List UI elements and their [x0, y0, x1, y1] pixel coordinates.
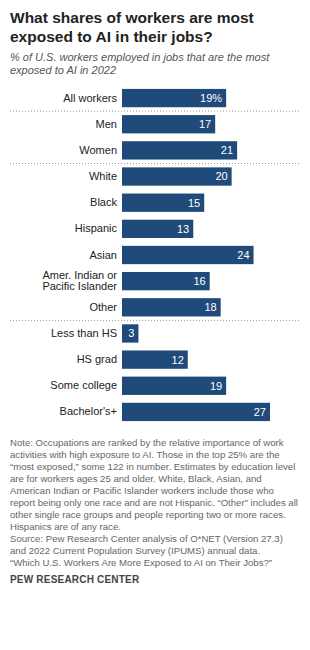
group-separator	[10, 111, 300, 112]
y-axis-line	[122, 86, 123, 426]
y-tick-label: Other	[89, 301, 117, 313]
y-tick: HS grad	[77, 353, 122, 365]
bar	[122, 350, 188, 368]
bar	[122, 89, 226, 107]
y-tick: Other	[89, 301, 122, 313]
bar	[122, 141, 237, 159]
y-tick: Black	[90, 196, 122, 208]
y-tick-label: Hispanic	[75, 222, 118, 234]
y-tick: White	[89, 170, 122, 182]
data-label: 27	[254, 406, 266, 418]
data-label: 17	[199, 118, 211, 130]
data-label: 16	[193, 275, 205, 287]
y-tick-label: HS grad	[77, 353, 117, 365]
note: Note: Occupations are ranked by the rela…	[0, 431, 310, 533]
y-tick-label: Bachelor's+	[60, 405, 117, 417]
y-tick-label: Men	[96, 118, 117, 130]
data-label: 13	[177, 223, 189, 235]
data-label: 15	[188, 197, 200, 209]
title: What shares of workers are most exposed …	[0, 0, 310, 46]
data-label: 21	[221, 144, 233, 156]
data-label: 20	[215, 170, 227, 182]
bar	[122, 324, 138, 342]
bar	[122, 220, 193, 238]
bar	[122, 194, 204, 212]
bar	[122, 272, 210, 290]
y-tick-label: Some college	[50, 379, 117, 391]
data-labels: 19% 17 21 20 15 13 24 16 18 3 12 19 27	[128, 92, 266, 418]
subtitle: % of U.S. workers employed in jobs that …	[0, 46, 310, 81]
y-tick-label: All workers	[63, 92, 117, 104]
source: Source: Pew Research Center analysis of …	[0, 533, 310, 557]
y-tick-label: Amer. Indian orPacific Islander	[42, 269, 117, 293]
y-tick: Women	[79, 144, 122, 156]
y-tick: All workers	[63, 92, 122, 104]
y-tick: Amer. Indian orPacific Islander	[42, 269, 122, 293]
y-tick: Bachelor's+	[60, 405, 122, 417]
group-separator	[10, 320, 300, 321]
bar	[122, 167, 232, 185]
y-tick-label: Black	[90, 196, 117, 208]
separators	[10, 111, 300, 320]
y-axis: All workers Men Women White Black Hispanic Asi…	[42, 86, 122, 426]
bar	[122, 115, 215, 133]
bar	[122, 246, 254, 264]
data-label: 12	[172, 354, 184, 366]
data-label: 18	[204, 301, 216, 313]
y-tick: Some college	[50, 379, 122, 391]
y-tick-label: White	[89, 170, 117, 182]
group-separator	[10, 163, 300, 164]
data-label: 3	[128, 327, 134, 339]
bar	[122, 298, 221, 316]
bar	[122, 403, 270, 421]
data-label: 19	[210, 380, 222, 392]
y-tick: Men	[96, 118, 122, 130]
credit: PEW RESEARCH CENTER	[0, 569, 310, 585]
y-tick: Less than HS	[51, 327, 122, 339]
bar	[122, 377, 226, 395]
bars	[122, 89, 270, 421]
source: “Which U.S. Workers Are More Exposed to …	[0, 557, 310, 569]
y-tick: Asian	[89, 249, 122, 261]
y-tick-label: Less than HS	[51, 327, 117, 339]
data-label: 19%	[200, 92, 222, 104]
y-tick-label: Asian	[89, 249, 117, 261]
y-tick-label: Women	[79, 144, 117, 156]
y-tick: Hispanic	[75, 222, 122, 234]
data-label: 24	[237, 249, 249, 261]
chart: All workers Men Women White Black Hispanic Asi…	[0, 81, 310, 431]
